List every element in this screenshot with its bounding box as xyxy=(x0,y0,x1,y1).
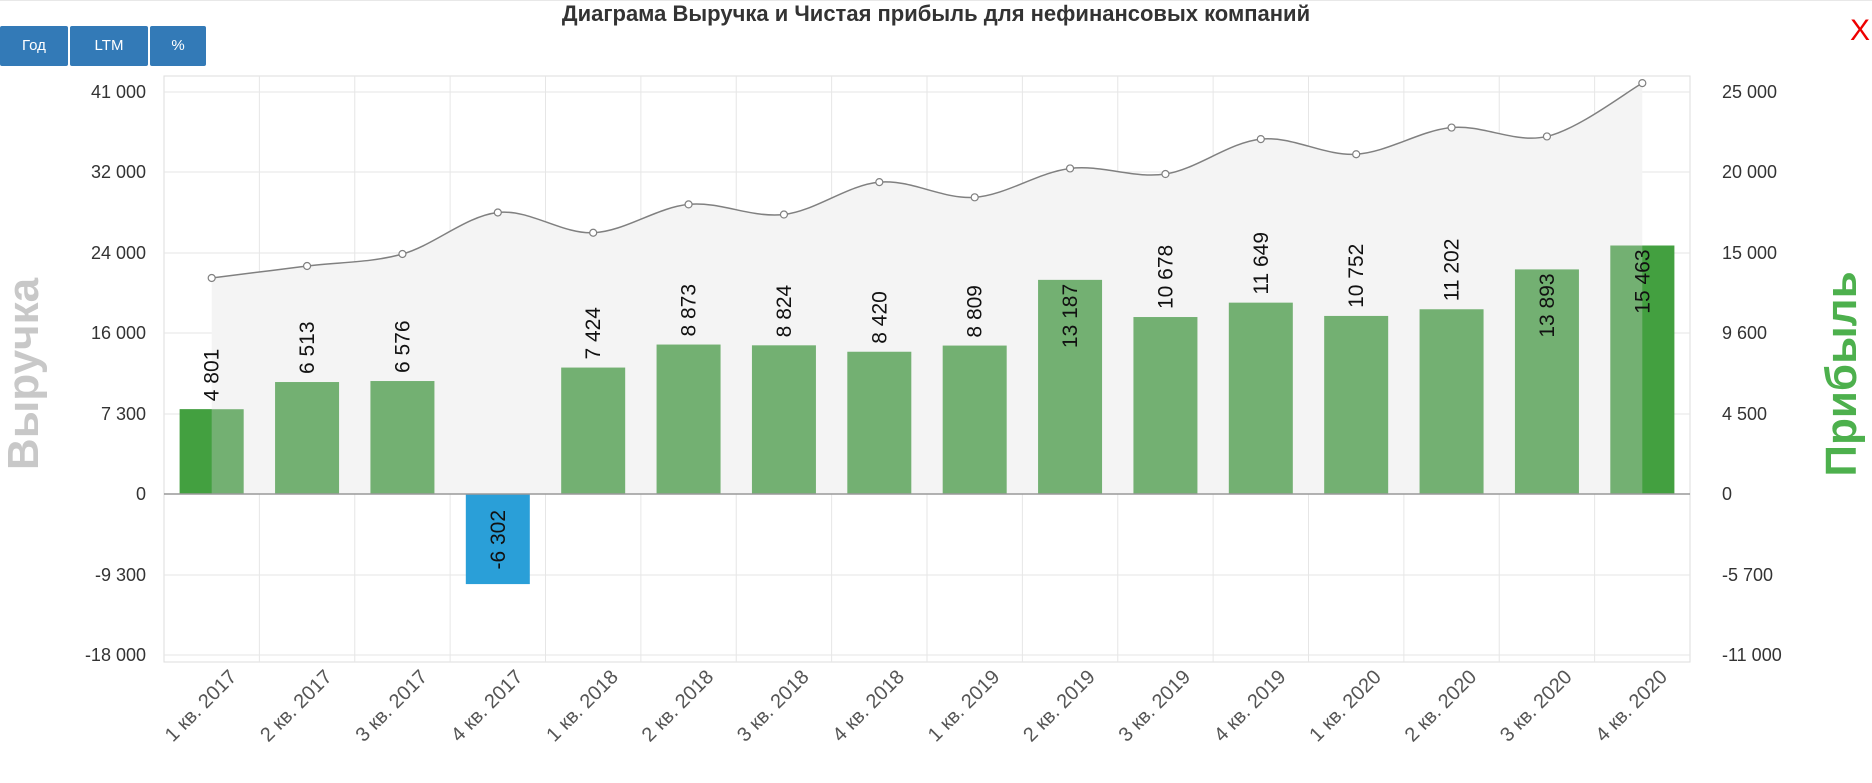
revenue-point xyxy=(1065,164,1075,173)
bar-value-label: -6 302 xyxy=(487,510,510,570)
ltm-button[interactable]: LTM xyxy=(70,26,148,66)
x-axis-category-label: 4 кв. 2020 xyxy=(1591,666,1671,746)
right-axis-tick-label: -11 000 xyxy=(1722,645,1782,665)
profit-bar xyxy=(1514,269,1579,494)
profit-bar xyxy=(1228,302,1293,494)
revenue-point xyxy=(1161,169,1170,179)
bar-value-label: 6 576 xyxy=(391,320,414,373)
bar-value-label: 8 809 xyxy=(964,285,987,338)
profit-bar xyxy=(942,345,1007,494)
right-axis-tick-label: 25 000 xyxy=(1722,82,1777,102)
revenue-point xyxy=(1256,135,1265,144)
period-toggle-group: Год LTM % xyxy=(0,26,208,66)
revenue-point xyxy=(493,208,502,217)
revenue-point xyxy=(1638,79,1647,88)
profit-bar-highlight xyxy=(1642,245,1675,494)
left-axis-tick-label: -9 300 xyxy=(95,565,146,585)
left-axis-tick-label: 32 000 xyxy=(91,162,146,182)
revenue-point xyxy=(302,261,312,271)
profit-bar xyxy=(847,351,912,494)
revenue-point xyxy=(207,273,216,283)
left-axis-tick-label: -18 000 xyxy=(85,645,146,665)
revenue-point xyxy=(1542,132,1552,141)
x-axis-category-label: 2 кв. 2020 xyxy=(1401,666,1481,746)
revenue-point xyxy=(684,200,693,209)
bar-value-label: 10 752 xyxy=(1345,244,1368,308)
x-axis-category-label: 4 кв. 2017 xyxy=(447,666,527,746)
x-axis-category-label: 4 кв. 2018 xyxy=(828,666,908,746)
revenue-point xyxy=(398,249,407,259)
revenue-point xyxy=(875,178,884,187)
revenue-point xyxy=(970,193,979,202)
bar-value-label: 11 649 xyxy=(1250,232,1273,295)
profit-bar xyxy=(275,382,340,494)
x-axis-category-label: 3 кв. 2019 xyxy=(1115,666,1195,746)
x-axis-category-label: 3 кв. 2018 xyxy=(733,666,813,746)
bar-value-label: 11 202 xyxy=(1441,239,1464,302)
bar-value-label: 8 873 xyxy=(678,284,701,337)
profit-bar xyxy=(751,345,816,494)
revenue-line xyxy=(211,82,1643,279)
x-axis-category-label: 3 кв. 2020 xyxy=(1496,666,1576,746)
right-axis-tick-label: 20 000 xyxy=(1722,162,1777,182)
revenue-point xyxy=(1352,150,1361,159)
right-axis-title: Прибыль xyxy=(1817,271,1866,476)
x-axis-category-label: 1 кв. 2018 xyxy=(542,666,622,746)
chart-title: Диаграма Выручка и Чистая прибыль для не… xyxy=(561,1,1311,26)
revenue-point xyxy=(1447,123,1456,132)
bar-value-label: 10 678 xyxy=(1154,245,1177,309)
x-axis-category-label: 4 кв. 2019 xyxy=(1210,666,1290,746)
left-axis-title: Выручка xyxy=(0,277,48,470)
bar-value-label: 6 513 xyxy=(296,321,319,374)
right-axis-tick-label: 0 xyxy=(1722,484,1732,504)
bar-value-label: 13 893 xyxy=(1536,273,1559,337)
left-axis-tick-label: 0 xyxy=(136,484,146,504)
profit-bar-highlight xyxy=(179,409,212,494)
left-axis-tick-label: 7 300 xyxy=(101,404,146,424)
x-axis-category-label: 2 кв. 2018 xyxy=(638,666,718,746)
profit-bar xyxy=(465,494,530,585)
right-axis-tick-label: -5 700 xyxy=(1722,565,1773,585)
percent-button[interactable]: % xyxy=(150,26,206,66)
revenue-point xyxy=(589,228,598,237)
profit-bar xyxy=(561,367,626,494)
top-divider xyxy=(0,0,1872,1)
profit-bar xyxy=(1419,309,1484,494)
close-icon[interactable]: X xyxy=(1849,14,1870,47)
profit-bar xyxy=(1324,315,1389,494)
revenue-point xyxy=(779,210,789,219)
right-axis-tick-label: 9 600 xyxy=(1722,323,1767,343)
x-axis-category-label: 1 кв. 2017 xyxy=(161,666,241,746)
left-axis-tick-label: 16 000 xyxy=(91,323,146,343)
right-axis-tick-label: 4 500 xyxy=(1722,404,1767,424)
profit-bar xyxy=(656,344,721,494)
profit-bar xyxy=(1133,317,1198,494)
x-axis-category-label: 2 кв. 2017 xyxy=(256,666,336,746)
bar-value-label: 4 801 xyxy=(201,349,224,402)
x-axis-category-label: 3 кв. 2017 xyxy=(352,666,432,746)
bar-value-label: 7 424 xyxy=(582,307,605,360)
x-axis-category-label: 2 кв. 2019 xyxy=(1019,666,1099,746)
left-axis-tick-label: 24 000 xyxy=(91,243,146,263)
profit-bar xyxy=(370,381,435,494)
right-axis-tick-label: 15 000 xyxy=(1722,243,1777,263)
year-button[interactable]: Год xyxy=(0,26,68,66)
bar-value-label: 8 420 xyxy=(868,291,891,344)
x-axis-category-label: 1 кв. 2020 xyxy=(1305,666,1385,746)
bar-value-label: 8 824 xyxy=(773,284,796,337)
x-axis-category-label: 1 кв. 2019 xyxy=(924,666,1004,746)
left-axis-tick-label: 41 000 xyxy=(91,82,146,102)
profit-bar xyxy=(1038,279,1103,494)
bar-value-label: 15 463 xyxy=(1631,249,1654,313)
bar-value-label: 13 187 xyxy=(1059,284,1082,348)
